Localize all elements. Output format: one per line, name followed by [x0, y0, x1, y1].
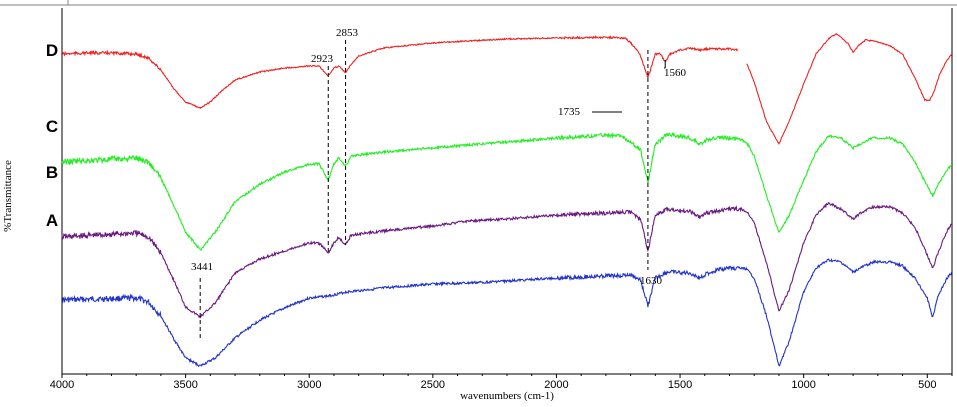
series-label-B: B	[46, 163, 58, 182]
x-tick-label: 1000	[791, 379, 815, 391]
peak-label-1630: 1630	[640, 275, 663, 287]
annotation-layer: 3441 2923 2853 1630 1735 1560	[191, 27, 687, 340]
series-label-D: D	[46, 41, 58, 60]
series-line-A	[61, 258, 953, 368]
series-label-C: C	[46, 117, 58, 136]
y-axis-label: %Transmittance	[2, 160, 14, 232]
x-tick-label: 2500	[421, 379, 445, 391]
x-tick-label: 2000	[544, 379, 568, 391]
x-axis-ticks: 4000 3500 3000 2500 2000 1500 1000 500	[50, 374, 953, 391]
x-tick-label: 1500	[668, 379, 692, 391]
series-line-C	[61, 131, 952, 252]
peak-label-1735: 1735	[558, 106, 581, 118]
x-axis-label: wavenumbers (cm-1)	[460, 390, 554, 402]
x-tick-label: 3000	[297, 379, 321, 391]
series-layer: A B C D	[46, 33, 953, 368]
series-line-B	[61, 201, 953, 319]
series-line-D	[61, 33, 953, 146]
x-tick-label: 500	[918, 379, 936, 391]
series-label-A: A	[46, 211, 58, 230]
peak-label-2923: 2923	[311, 53, 334, 65]
plot-frame	[61, 8, 953, 375]
x-tick-label: 3500	[173, 379, 197, 391]
peak-label-2853: 2853	[336, 27, 359, 39]
x-tick-label: 4000	[50, 379, 74, 391]
peak-label-1560: 1560	[664, 67, 687, 79]
frame-top	[0, 0, 957, 6]
peak-label-3441: 3441	[191, 261, 213, 273]
